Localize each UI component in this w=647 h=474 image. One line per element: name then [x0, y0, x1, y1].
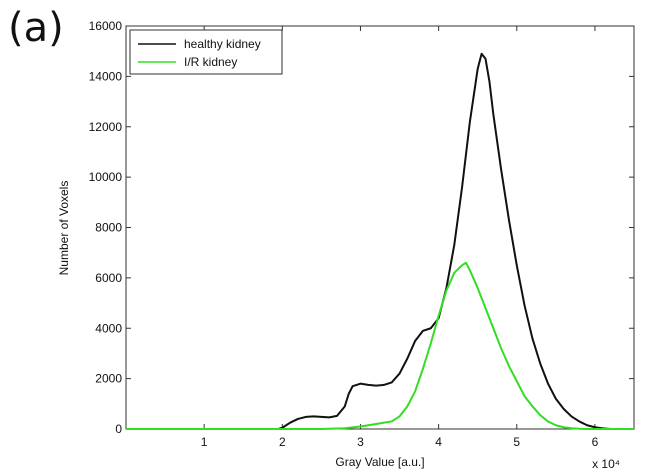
plot-area — [125, 25, 635, 430]
y-tick-label: 2000 — [95, 372, 122, 386]
y-axis-title: Number of Voxels — [57, 181, 71, 276]
y-tick-label: 16000 — [89, 19, 123, 33]
x-tick-label: 1 — [201, 435, 208, 449]
x-tick-label: 2 — [279, 435, 286, 449]
series-line-ir-kidney — [126, 261, 634, 430]
y-tick-label: 10000 — [89, 170, 123, 184]
y-tick-label: 14000 — [89, 69, 123, 83]
series-layer — [126, 52, 634, 430]
legend-box — [129, 29, 283, 75]
y-tick-label: 0 — [115, 422, 122, 436]
x-axis-title: Gray Value [a.u.] — [335, 455, 424, 469]
x-tick-label: 5 — [513, 435, 520, 449]
y-tick-label: 6000 — [95, 271, 122, 285]
legend: healthy kidney I/R kidney — [129, 29, 283, 75]
y-tick-label: 12000 — [89, 120, 123, 134]
panel-label: (a) — [8, 5, 64, 51]
y-tick-label: 4000 — [95, 321, 122, 335]
y-tick-label: 8000 — [95, 221, 122, 235]
x-tick-label: 3 — [357, 435, 364, 449]
legend-label-ir: I/R kidney — [184, 55, 237, 69]
legend-label-healthy: healthy kidney — [184, 37, 261, 51]
x-axis-exponent: x 10⁴ — [592, 457, 620, 471]
x-tick-label: 4 — [435, 435, 442, 449]
x-tick-label: 6 — [592, 435, 599, 449]
axes-layer: 1 2 3 4 5 6 0 2000 4000 6000 8000 10000 12000 14000 16… — [89, 19, 634, 449]
